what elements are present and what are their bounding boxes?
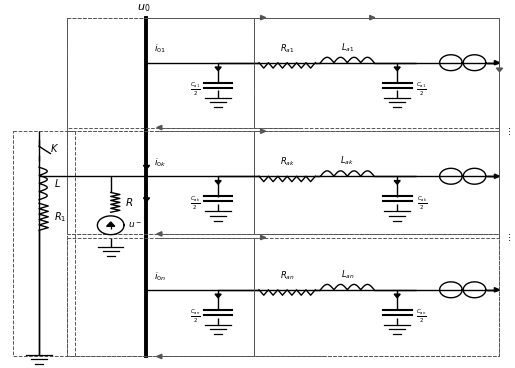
Polygon shape <box>261 236 266 240</box>
Text: $R_1$: $R_1$ <box>55 210 67 224</box>
Text: $L_{ak}$: $L_{ak}$ <box>340 155 354 167</box>
Text: $i_{0k}$: $i_{0k}$ <box>154 156 166 169</box>
Polygon shape <box>261 129 266 133</box>
Polygon shape <box>394 181 400 184</box>
Text: $\frac{C_{a1}}{2}$: $\frac{C_{a1}}{2}$ <box>417 81 427 98</box>
Text: ...: ... <box>502 231 512 240</box>
Text: $R$: $R$ <box>125 197 133 208</box>
Text: $L_{a1}$: $L_{a1}$ <box>340 41 354 54</box>
Text: $i_{01}$: $i_{01}$ <box>154 43 166 56</box>
Polygon shape <box>494 174 500 178</box>
Polygon shape <box>394 67 400 71</box>
Polygon shape <box>107 222 115 226</box>
Text: $\frac{C_{a1}}{2}$: $\frac{C_{a1}}{2}$ <box>190 81 200 98</box>
Text: $\frac{C_{an}}{2}$: $\frac{C_{an}}{2}$ <box>190 308 200 325</box>
Text: $\frac{C_{an}}{2}$: $\frac{C_{an}}{2}$ <box>417 308 427 325</box>
Polygon shape <box>494 61 500 65</box>
Polygon shape <box>394 294 400 298</box>
Text: $K$: $K$ <box>50 142 59 155</box>
Text: $i_{0n}$: $i_{0n}$ <box>154 270 166 283</box>
Polygon shape <box>370 15 375 20</box>
Polygon shape <box>261 15 266 20</box>
Polygon shape <box>215 181 221 184</box>
Text: $\frac{C_{ak}}{2}$: $\frac{C_{ak}}{2}$ <box>190 195 200 212</box>
Text: $R_{an}$: $R_{an}$ <box>280 269 295 282</box>
Text: $u^-$: $u^-$ <box>128 220 142 230</box>
Polygon shape <box>496 68 503 72</box>
Polygon shape <box>215 67 221 71</box>
Text: $\frac{C_{ak}}{2}$: $\frac{C_{ak}}{2}$ <box>417 195 427 212</box>
Polygon shape <box>157 125 162 130</box>
Polygon shape <box>215 294 221 298</box>
Polygon shape <box>144 198 149 202</box>
Text: $R_{a1}$: $R_{a1}$ <box>280 42 295 55</box>
Text: $L_{an}$: $L_{an}$ <box>340 268 354 281</box>
Text: $L$: $L$ <box>55 177 61 190</box>
Text: ...: ... <box>502 125 512 134</box>
Text: $u_0$: $u_0$ <box>137 2 151 14</box>
Polygon shape <box>494 288 500 292</box>
Polygon shape <box>157 232 162 236</box>
Text: $R_{ak}$: $R_{ak}$ <box>280 156 295 168</box>
Polygon shape <box>157 354 162 359</box>
Polygon shape <box>144 166 149 169</box>
